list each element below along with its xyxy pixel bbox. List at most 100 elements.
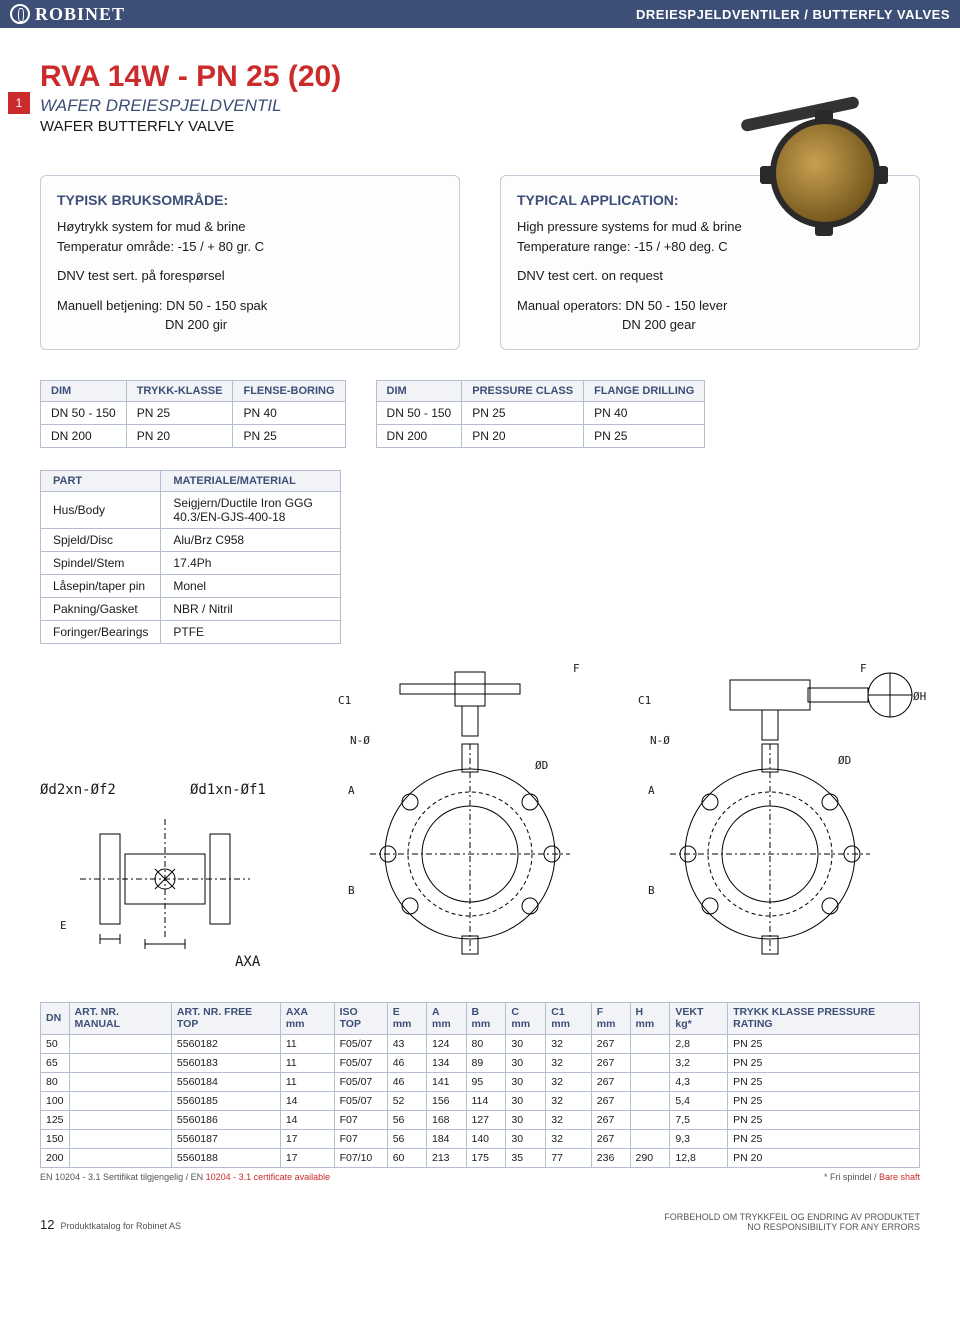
td: [630, 1091, 670, 1110]
td: 7,5: [670, 1110, 728, 1129]
td: 134: [427, 1053, 467, 1072]
td: PN 25: [728, 1072, 920, 1091]
app-line: Temperature range: -15 / +80 deg. C: [517, 237, 903, 257]
td: 4,3: [670, 1072, 728, 1091]
td: 5560187: [171, 1129, 280, 1148]
td: PN 25: [728, 1110, 920, 1129]
top-banner: ROBINET DREIESPJELDVENTILER / BUTTERFLY …: [0, 0, 960, 28]
td: Hus/Body: [41, 491, 161, 528]
td: 175: [466, 1148, 506, 1167]
valve-gear-drawing: [640, 654, 930, 974]
td: 124: [427, 1034, 467, 1053]
page-number: 12: [40, 1217, 54, 1232]
td: 32: [546, 1110, 592, 1129]
dim-label: A: [648, 784, 655, 797]
td: 50: [41, 1034, 70, 1053]
td: PN 40: [584, 401, 705, 424]
td: 30: [506, 1110, 546, 1129]
td: [69, 1129, 171, 1148]
td: PN 25: [728, 1034, 920, 1053]
td: [69, 1034, 171, 1053]
td: [69, 1072, 171, 1091]
app-line: Høytrykk system for mud & brine: [57, 217, 443, 237]
td: 11: [280, 1053, 334, 1072]
shaft-note: * Fri spindel /: [824, 1172, 879, 1182]
dim-label: ØD: [838, 754, 851, 767]
td: 14: [280, 1091, 334, 1110]
th: C1 mm: [546, 1002, 592, 1034]
application-box-no: TYPISK BRUKSOMRÅDE: Høytrykk system for …: [40, 175, 460, 350]
td: 32: [546, 1053, 592, 1072]
td: 95: [466, 1072, 506, 1091]
td: 125: [41, 1110, 70, 1129]
td: PTFE: [161, 620, 341, 643]
td: 5560188: [171, 1148, 280, 1167]
app-heading: TYPISK BRUKSOMRÅDE:: [57, 190, 443, 211]
td: PN 25: [728, 1091, 920, 1110]
dim-label: C1: [638, 694, 651, 707]
td: Alu/Brz C958: [161, 528, 341, 551]
td: [69, 1053, 171, 1072]
td: 141: [427, 1072, 467, 1091]
th: ISO TOP: [334, 1002, 387, 1034]
th: E mm: [387, 1002, 426, 1034]
td: 89: [466, 1053, 506, 1072]
td: Monel: [161, 574, 341, 597]
td: 77: [546, 1148, 592, 1167]
td: 5,4: [670, 1091, 728, 1110]
catalog-label: Produktkatalog for Robinet AS: [60, 1221, 181, 1231]
spec-table-en: DIMPRESSURE CLASSFLANGE DRILLING DN 50 -…: [376, 380, 706, 448]
td: 46: [387, 1053, 426, 1072]
th: MATERIALE/MATERIAL: [161, 470, 341, 491]
spec-tables-row: DIMTRYKK-KLASSEFLENSE-BORING DN 50 - 150…: [40, 380, 920, 448]
td: 56: [387, 1129, 426, 1148]
dim-label: A: [348, 784, 355, 797]
td: 14: [280, 1110, 334, 1129]
cert-note: EN 10204 - 3.1 Sertifikat tilgjengelig /…: [40, 1172, 206, 1182]
td: 267: [591, 1129, 630, 1148]
section-number-badge: 1: [8, 92, 30, 114]
dim-label: C1: [338, 694, 351, 707]
dim-label: Ød1xn-Øf1: [190, 782, 266, 798]
th: PRESSURE CLASS: [462, 380, 584, 401]
td: DN 200: [41, 424, 127, 447]
td: 236: [591, 1148, 630, 1167]
td: 32: [546, 1072, 592, 1091]
td: 30: [506, 1072, 546, 1091]
th: TRYKK-KLASSE: [126, 380, 233, 401]
dim-label: F: [860, 662, 867, 675]
td: 168: [427, 1110, 467, 1129]
td: PN 20: [126, 424, 233, 447]
th: TRYKK KLASSE PRESSURE RATING: [728, 1002, 920, 1034]
table-row: 100556018514F05/075215611430322675,4PN 2…: [41, 1091, 920, 1110]
table-row: 65556018311F05/07461348930322673,2PN 25: [41, 1053, 920, 1072]
td: F07: [334, 1129, 387, 1148]
th: F mm: [591, 1002, 630, 1034]
td: 11: [280, 1072, 334, 1091]
td: 32: [546, 1034, 592, 1053]
app-line: DNV test cert. on request: [517, 266, 903, 286]
app-line: DN 200 gear: [517, 315, 903, 335]
table-row: 150556018717F075618414030322679,3PN 25: [41, 1129, 920, 1148]
td: 35: [506, 1148, 546, 1167]
app-line: Manuell betjening: DN 50 - 150 spak: [57, 296, 443, 316]
td: 267: [591, 1110, 630, 1129]
dim-label: N-Ø: [350, 734, 370, 747]
th: ART. NR. MANUAL: [69, 1002, 171, 1034]
th: DN: [41, 1002, 70, 1034]
td: 213: [427, 1148, 467, 1167]
td: 30: [506, 1053, 546, 1072]
td: 290: [630, 1148, 670, 1167]
td: Låsepin/taper pin: [41, 574, 161, 597]
th: A mm: [427, 1002, 467, 1034]
table-row: 200556018817F07/1060213175357723629012,8…: [41, 1148, 920, 1167]
th: C mm: [506, 1002, 546, 1034]
td: PN 40: [233, 401, 345, 424]
td: 267: [591, 1091, 630, 1110]
td: Pakning/Gasket: [41, 597, 161, 620]
disclaimer-en: NO RESPONSIBILITY FOR ANY ERRORS: [664, 1222, 920, 1232]
dim-label: E: [60, 919, 67, 932]
td: 12,8: [670, 1148, 728, 1167]
td: PN 25: [126, 401, 233, 424]
table-row: 50556018211F05/07431248030322672,8PN 25: [41, 1034, 920, 1053]
